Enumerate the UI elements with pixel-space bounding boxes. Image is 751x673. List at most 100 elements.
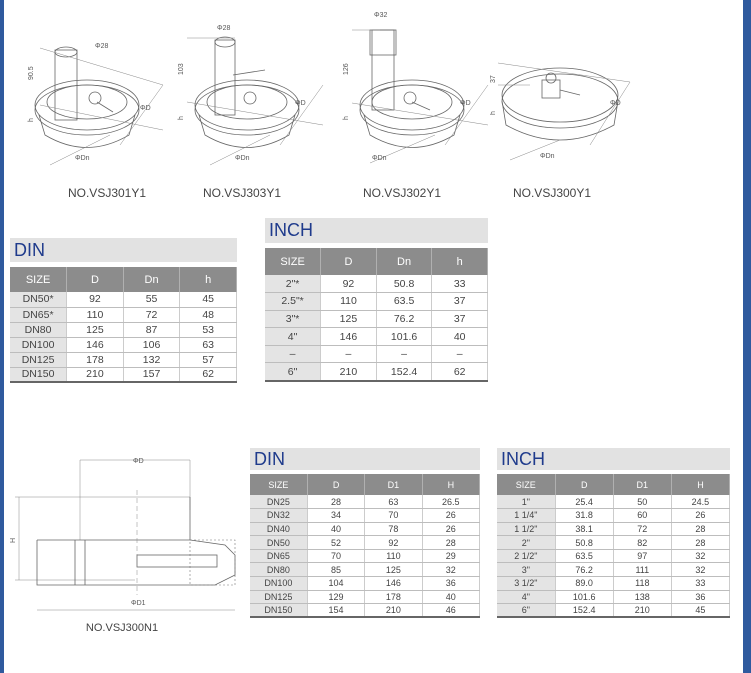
size-cell: DN125	[250, 590, 308, 605]
table-row: 1 1/4" 31.8 60 26	[497, 508, 731, 523]
table-row: DN100 146 106 63	[10, 337, 237, 353]
value-cell: 37	[431, 292, 488, 311]
value-cell: 72	[613, 522, 672, 537]
size-cell: DN40	[250, 522, 308, 537]
value-cell: 152.4	[555, 603, 614, 619]
column-header: h	[179, 267, 237, 292]
din-table-sight-glass: DIN SIZE D Dn h DN50* 92 55 45 DN65* 110 72 48 DN80 12…	[10, 238, 237, 383]
table-row: 1" 25.4 50 24.5	[497, 495, 731, 510]
svg-text:h: h	[178, 116, 185, 120]
svg-text:Φ28: Φ28	[217, 25, 230, 32]
svg-text:ΦD: ΦD	[140, 105, 151, 112]
value-cell: 110	[320, 292, 377, 311]
size-cell: DN80	[250, 562, 308, 578]
value-cell: 70	[307, 549, 366, 564]
value-cell: 82	[613, 535, 672, 550]
table-header-row: SIZE D D1 H	[250, 474, 481, 495]
table-row: 2.5"* 110 63.5 37	[265, 292, 488, 311]
svg-text:126: 126	[343, 63, 350, 75]
value-cell: 72	[123, 307, 181, 323]
table-header-row: SIZE D D1 H	[497, 474, 731, 495]
table-row: DN150 210 157 62	[10, 367, 237, 383]
column-header: D	[307, 474, 366, 495]
column-header: D	[555, 474, 614, 495]
value-cell: 110	[66, 307, 124, 323]
value-cell: 34	[307, 508, 366, 523]
svg-text:ΦD: ΦD	[295, 100, 306, 107]
value-cell: 32	[671, 562, 731, 578]
value-cell: 36	[422, 576, 481, 591]
value-cell: 87	[123, 322, 181, 338]
value-cell: 62	[179, 367, 237, 383]
value-cell: 40	[431, 327, 488, 346]
value-cell: 28	[671, 535, 731, 550]
table-row: DN125 178 132 57	[10, 352, 237, 368]
svg-text:Φ32: Φ32	[374, 12, 387, 19]
svg-text:103: 103	[178, 63, 185, 75]
value-cell: 28	[422, 535, 481, 550]
value-cell: 92	[320, 275, 377, 294]
value-cell: 92	[364, 535, 423, 550]
value-cell: 28	[671, 522, 731, 537]
value-cell: 36	[671, 590, 731, 605]
value-cell: 118	[613, 576, 672, 591]
value-cell: 63	[179, 337, 237, 353]
column-header: D1	[364, 474, 423, 495]
table-row: DN65* 110 72 48	[10, 307, 237, 323]
size-cell: –	[265, 345, 322, 364]
value-cell: 106	[123, 337, 181, 353]
table-row: 1 1/2" 38.1 72 28	[497, 522, 731, 537]
value-cell: 45	[671, 603, 731, 619]
table-header-row: SIZE D Dn h	[10, 267, 237, 292]
size-cell: 2.5"*	[265, 292, 322, 311]
din-table-vsj300n1: DIN SIZE D D1 H DN25 28 63 26.5 DN32 34 70 26 DN40 40 7…	[250, 448, 481, 619]
table-row: 6" 210 152.4 62	[265, 362, 488, 382]
column-header: H	[422, 474, 481, 495]
value-cell: –	[431, 345, 488, 364]
size-cell: DN150	[10, 367, 68, 383]
size-cell: 6"	[265, 362, 322, 382]
value-cell: 32	[422, 562, 481, 578]
figure-caption: NO.VSJ302Y1	[362, 186, 442, 200]
value-cell: 40	[307, 522, 366, 537]
value-cell: 154	[307, 603, 366, 619]
size-cell: 3 1/2"	[497, 576, 556, 591]
inch-table-sight-glass: INCH SIZE D Dn h 2"* 92 50.8 33 2.5"* 110 63.5 37 3"*…	[265, 218, 488, 382]
value-cell: 50.8	[376, 275, 433, 294]
size-cell: 3"	[497, 562, 556, 578]
drawing-vsj300y1: 37 h ΦD ΦDn	[490, 62, 631, 161]
table-row: 3" 76.2 111 32	[497, 562, 731, 578]
table-row: 3 1/2" 89.0 118 33	[497, 576, 731, 591]
value-cell: 210	[364, 603, 423, 619]
figure-caption: NO.VSJ301Y1	[67, 186, 147, 200]
size-cell: 3"*	[265, 310, 322, 329]
column-header: Dn	[376, 248, 433, 275]
svg-text:90.5: 90.5	[28, 66, 35, 80]
size-cell: DN100	[250, 576, 308, 591]
value-cell: –	[320, 345, 377, 364]
size-cell: 1 1/2"	[497, 522, 556, 537]
svg-text:37: 37	[490, 75, 497, 83]
svg-text:h: h	[28, 118, 35, 122]
value-cell: 125	[364, 562, 423, 578]
size-cell: DN125	[10, 352, 68, 368]
size-cell: DN25	[250, 495, 308, 510]
figure-caption: NO.VSJ303Y1	[202, 186, 282, 200]
table-row: DN80 85 125 32	[250, 562, 481, 578]
value-cell: 138	[613, 590, 672, 605]
table-row: 4" 101.6 138 36	[497, 590, 731, 605]
svg-text:ΦD: ΦD	[133, 458, 144, 465]
drawing-vsj300n1-section: ΦD H ΦD1	[10, 458, 236, 611]
value-cell: –	[376, 345, 433, 364]
svg-text:ΦDn: ΦDn	[75, 155, 90, 162]
value-cell: 152.4	[376, 362, 433, 382]
value-cell: 33	[671, 576, 731, 591]
value-cell: 178	[364, 590, 423, 605]
size-cell: DN65*	[10, 307, 68, 323]
table-row: DN32 34 70 26	[250, 508, 481, 523]
svg-text:ΦD: ΦD	[460, 100, 471, 107]
svg-text:ΦD1: ΦD1	[131, 600, 146, 607]
value-cell: 101.6	[376, 327, 433, 346]
value-cell: 46	[422, 603, 481, 619]
value-cell: 28	[307, 495, 366, 510]
